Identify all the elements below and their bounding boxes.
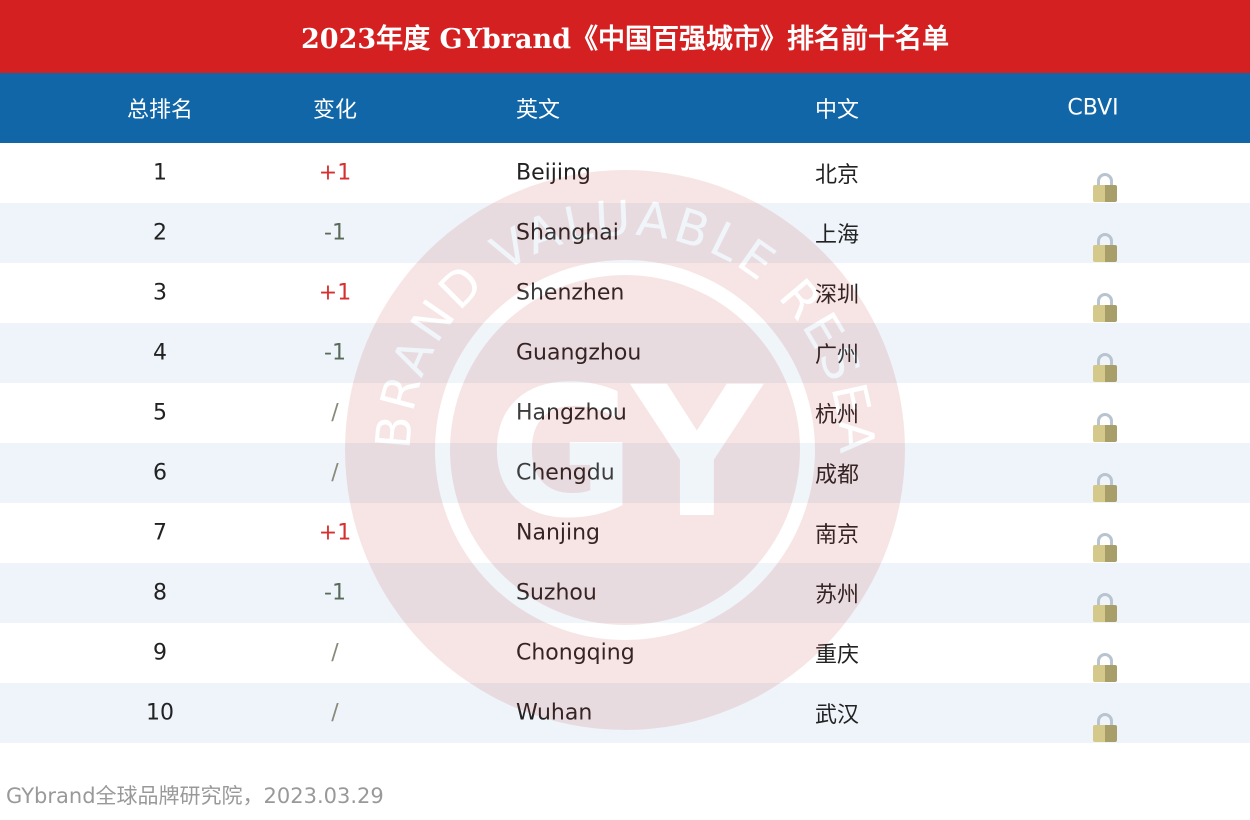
change: -1 xyxy=(324,220,346,246)
header-chinese: 中文 xyxy=(815,98,860,123)
english-name: Chongqing xyxy=(516,640,635,666)
chinese-name: 北京 xyxy=(815,163,860,188)
table-body: 1 +1 Beijing 北京 2 -1 Shanghai 上海 3 +1 Sh… xyxy=(0,143,1250,743)
rank: 2 xyxy=(153,220,167,246)
table-row: 9 / Chongqing 重庆 xyxy=(0,623,1250,683)
rank: 8 xyxy=(153,580,167,606)
chinese-name: 上海 xyxy=(815,223,860,248)
chinese-name: 深圳 xyxy=(815,283,860,308)
change: -1 xyxy=(324,580,346,606)
rank: 6 xyxy=(153,460,167,486)
change: -1 xyxy=(324,340,346,366)
table-header: 总排名 变化 英文 中文 CBVI xyxy=(0,73,1250,143)
change: +1 xyxy=(318,160,352,186)
header-cbvi: CBVI xyxy=(1067,95,1119,121)
footer-source: GYbrand全球品牌研究院，2023.03.29 xyxy=(6,784,384,808)
chinese-name: 广州 xyxy=(815,343,860,368)
header-english: 英文 xyxy=(516,98,561,123)
chinese-name: 苏州 xyxy=(815,583,860,608)
chinese-name: 杭州 xyxy=(815,403,860,428)
table-row: 3 +1 Shenzhen 深圳 xyxy=(0,263,1250,323)
rank: 7 xyxy=(153,520,167,546)
table-row: 7 +1 Nanjing 南京 xyxy=(0,503,1250,563)
english-name: Guangzhou xyxy=(516,340,642,366)
table-row: 8 -1 Suzhou 苏州 xyxy=(0,563,1250,623)
english-name: Shanghai xyxy=(516,220,619,246)
change: / xyxy=(331,460,339,486)
english-name: Nanjing xyxy=(516,520,601,546)
rank: 1 xyxy=(153,160,167,186)
english-name: Shenzhen xyxy=(516,280,625,306)
table-row: 2 -1 Shanghai 上海 xyxy=(0,203,1250,263)
english-name: Chengdu xyxy=(516,460,615,486)
chinese-name: 南京 xyxy=(815,523,860,548)
change: / xyxy=(331,640,339,666)
table-row: 5 / Hangzhou 杭州 xyxy=(0,383,1250,443)
english-name: Hangzhou xyxy=(516,400,627,426)
table-row: 10 / Wuhan 武汉 xyxy=(0,683,1250,743)
rank: 5 xyxy=(153,400,167,426)
change: +1 xyxy=(318,520,352,546)
english-name: Wuhan xyxy=(516,700,593,726)
header-change: 变化 xyxy=(312,98,358,123)
rank: 9 xyxy=(153,640,167,666)
change: / xyxy=(331,700,339,726)
chinese-name: 重庆 xyxy=(815,643,860,668)
chinese-name: 成都 xyxy=(815,463,860,488)
header-rank: 总排名 xyxy=(126,98,194,123)
table-row: 4 -1 Guangzhou 广州 xyxy=(0,323,1250,383)
page-title: 2023年度 GYbrand《中国百强城市》排名前十名单 xyxy=(0,0,1250,73)
chinese-name: 武汉 xyxy=(815,703,860,728)
change: / xyxy=(331,400,339,426)
rank: 10 xyxy=(146,700,174,726)
table-row: 6 / Chengdu 成都 xyxy=(0,443,1250,503)
table-row: 1 +1 Beijing 北京 xyxy=(0,143,1250,203)
rank: 4 xyxy=(153,340,167,366)
change: +1 xyxy=(318,280,352,306)
english-name: Suzhou xyxy=(516,580,597,606)
rank: 3 xyxy=(153,280,167,306)
english-name: Beijing xyxy=(516,160,591,186)
